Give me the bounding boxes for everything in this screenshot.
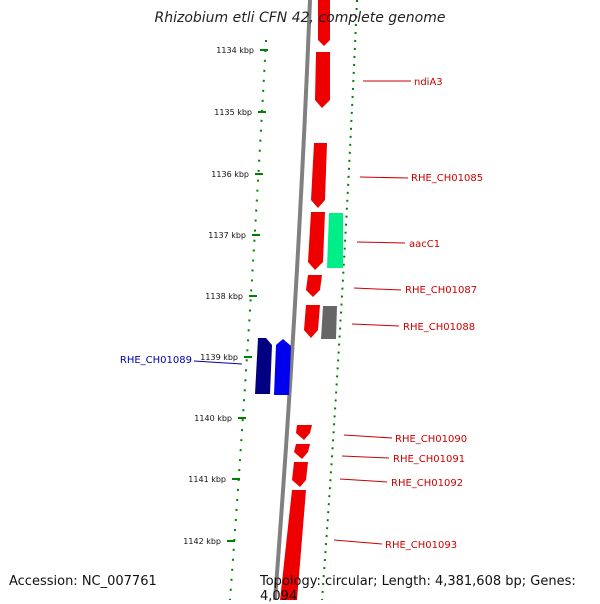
gene-glyph-aacC1[interactable] bbox=[327, 213, 343, 268]
gene-label-connector bbox=[193, 360, 243, 365]
gene-label-RHE_CH01092[interactable]: RHE_CH01092 bbox=[391, 478, 463, 489]
gene-label-connector bbox=[351, 323, 400, 327]
scale-tick-label: 1140 kbp bbox=[194, 414, 232, 423]
scale-tick-label: 1135 kbp bbox=[214, 108, 252, 117]
gene-glyph-RHE_CH01092[interactable] bbox=[292, 462, 308, 487]
gene-glyph-RHE_CH01089[interactable] bbox=[274, 339, 291, 395]
accession-text: Accession: NC_007761 bbox=[9, 574, 157, 589]
gene-label-RHE_CH01091[interactable]: RHE_CH01091 bbox=[393, 454, 465, 465]
gene-glyph-RHE_CH01088-a[interactable] bbox=[304, 305, 320, 338]
gene-glyph-ndiA3[interactable] bbox=[315, 52, 330, 108]
gene-label-RHE_CH01093[interactable]: RHE_CH01093 bbox=[385, 540, 457, 551]
gene-label-connector bbox=[356, 241, 406, 244]
gene-label-connector bbox=[353, 287, 402, 291]
gene-label-connector bbox=[339, 478, 388, 483]
scale-tick-label: 1142 kbp bbox=[183, 537, 221, 546]
gene-glyph-RHE_CH01085[interactable] bbox=[311, 143, 327, 208]
gene-label-connector bbox=[359, 176, 409, 179]
gene-label-RHE_CH01087[interactable]: RHE_CH01087 bbox=[405, 285, 477, 296]
inner-dotted-ring bbox=[229, 39, 267, 600]
gene-glyph-RHE_CH01093[interactable] bbox=[280, 490, 306, 600]
gene-glyph-RHE_CH01087[interactable] bbox=[306, 275, 322, 297]
scale-tick-label: 1138 kbp bbox=[205, 292, 243, 301]
gene-label-connector bbox=[343, 434, 393, 439]
scale-tick-label: 1141 kbp bbox=[188, 475, 226, 484]
gene-glyph-RHE_CH01086[interactable] bbox=[308, 212, 325, 270]
scale-tick-label: 1134 kbp bbox=[216, 46, 254, 55]
gene-label-RHE_CH01088[interactable]: RHE_CH01088 bbox=[403, 322, 475, 333]
scale-tick-label: 1139 kbp bbox=[200, 353, 238, 362]
gene-glyph-RHE_CH01091[interactable] bbox=[294, 444, 310, 459]
scale-tick-label: 1136 kbp bbox=[211, 170, 249, 179]
gene-label-connector bbox=[333, 539, 383, 545]
gene-track bbox=[255, 0, 343, 600]
gene-label-RHE_CH01089[interactable]: RHE_CH01089 bbox=[120, 355, 192, 366]
gene-label-aacC1[interactable]: aacC1 bbox=[409, 239, 440, 250]
gene-label-RHE_CH01085[interactable]: RHE_CH01085 bbox=[411, 173, 483, 184]
gene-glyph-RHE_CH01089-a[interactable] bbox=[255, 338, 272, 394]
gene-glyph-topmost[interactable] bbox=[318, 0, 330, 46]
gene-label-ndiA3[interactable]: ndiA3 bbox=[414, 77, 443, 88]
genome-backbone bbox=[273, 0, 312, 600]
scale-tick-label: 1137 kbp bbox=[208, 231, 246, 240]
page-title: Rhizobium etli CFN 42, complete genome bbox=[154, 10, 446, 26]
gene-label-connector bbox=[341, 455, 390, 459]
gene-label-RHE_CH01090[interactable]: RHE_CH01090 bbox=[395, 434, 467, 445]
gene-glyph-RHE_CH01088[interactable] bbox=[321, 306, 337, 339]
gene-glyph-RHE_CH01090[interactable] bbox=[296, 425, 312, 440]
